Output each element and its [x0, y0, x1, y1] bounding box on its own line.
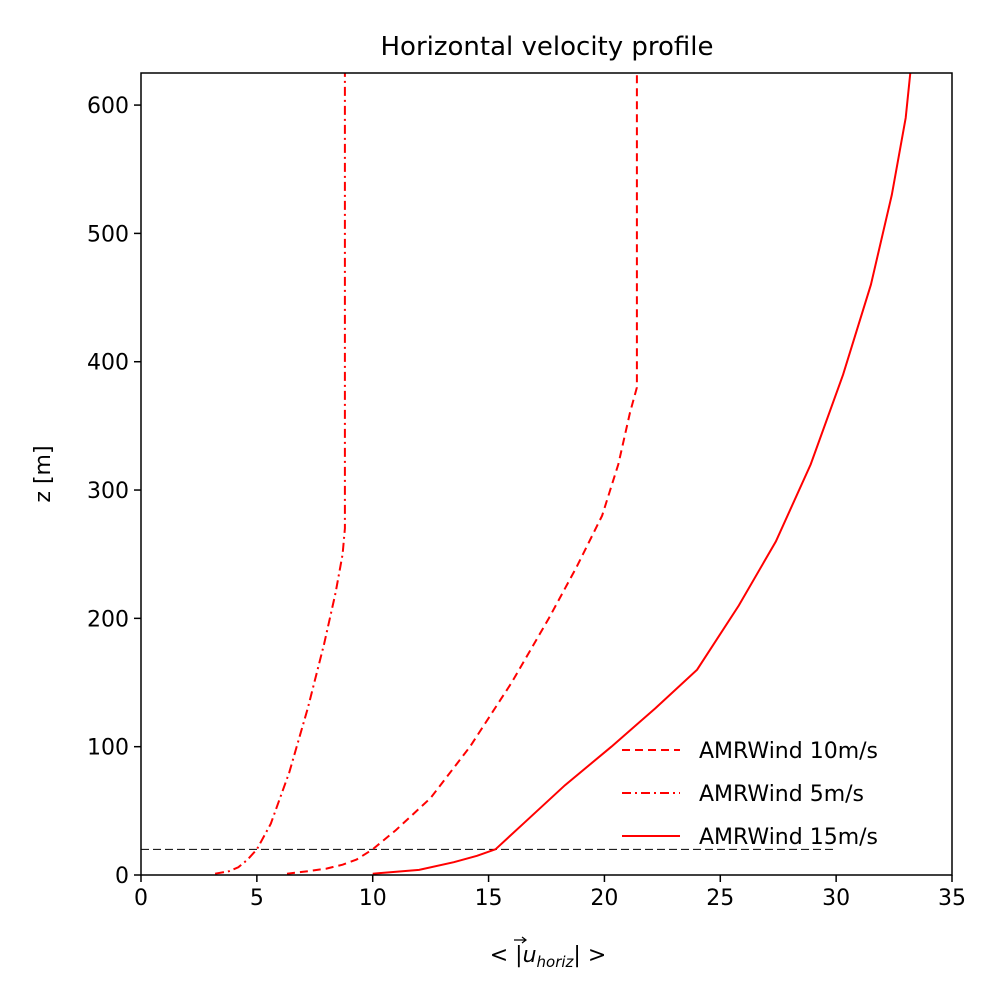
x-axis-label-suffix: | > — [573, 943, 606, 968]
y-tick-label: 300 — [87, 479, 129, 504]
chart-title: Horizontal velocity profile — [380, 32, 713, 62]
y-tick-label: 100 — [87, 736, 129, 761]
series-line-dashed — [286, 73, 638, 875]
legend-label: AMRWind 15m/s — [699, 825, 878, 850]
x-axis-label-vector: u — [523, 943, 537, 968]
x-axis: 0 5 10 15 20 25 30 35 — [134, 875, 966, 911]
y-axis-label: z [m] — [31, 445, 56, 502]
series-line-dashdot — [214, 73, 346, 875]
x-axis-label-prefix: < | — [490, 943, 523, 968]
y-axis: 0 100 200 300 400 500 600 — [87, 94, 141, 889]
x-tick-label: 35 — [938, 886, 966, 911]
x-axis-label-vector-arrow — [514, 936, 527, 944]
x-tick-label: 0 — [134, 886, 148, 911]
legend: AMRWind 10m/s AMRWind 5m/s AMRWind 15m/s — [622, 739, 878, 850]
x-tick-label: 10 — [359, 886, 387, 911]
x-tick-label: 20 — [590, 886, 618, 911]
x-axis-label-subscript: horiz — [537, 953, 575, 971]
legend-label: AMRWind 10m/s — [699, 739, 878, 764]
y-tick-label: 500 — [87, 222, 129, 247]
x-tick-label: 25 — [706, 886, 734, 911]
plot-area — [141, 72, 912, 875]
series-line-solid — [372, 72, 912, 875]
y-tick-label: 200 — [87, 607, 129, 632]
x-axis-label: < |uhoriz| > — [490, 943, 607, 971]
x-tick-label: 5 — [250, 886, 264, 911]
x-tick-label: 30 — [822, 886, 850, 911]
legend-label: AMRWind 5m/s — [699, 782, 864, 807]
y-tick-label: 600 — [87, 94, 129, 119]
axes-frame — [140, 72, 953, 876]
y-tick-label: 400 — [87, 351, 129, 376]
y-tick-label: 0 — [115, 864, 129, 889]
x-tick-label: 15 — [475, 886, 503, 911]
